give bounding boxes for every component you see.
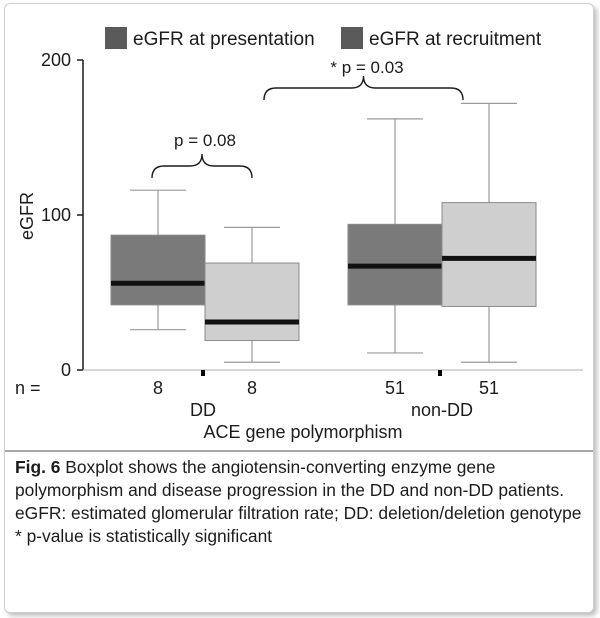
boxplot-chart: eGFR at presentation eGFR at recruitment…	[5, 27, 593, 452]
n-labels: 8 8 51 51	[153, 378, 499, 398]
box-nondd-presentation	[347, 118, 443, 354]
n-value: 8	[247, 378, 257, 398]
x-axis-label: ACE gene polymorphism	[203, 422, 402, 442]
n-value: 51	[479, 378, 499, 398]
y-tick-label: 100	[41, 205, 71, 225]
group-label-dd: DD	[190, 400, 216, 420]
annotations: p = 0.08 * p = 0.03	[151, 58, 464, 179]
caption-text: Boxplot shows the angiotensin-converting…	[15, 457, 565, 500]
y-axis: 0 100 200	[41, 50, 84, 380]
brace-dd-vs-nondd	[263, 75, 464, 101]
y-axis-label: eGFR	[17, 192, 37, 240]
caption-main: Fig. 6 Boxplot shows the angiotensin-con…	[15, 456, 590, 502]
boxes	[110, 102, 537, 363]
group-separator-dd	[201, 370, 205, 376]
brace-dd	[151, 153, 253, 179]
group-label-nondd: non-DD	[411, 400, 473, 420]
legend-swatch-presentation	[105, 27, 127, 49]
box-nondd-recruitment	[441, 102, 537, 363]
legend-label-recruitment: eGFR at recruitment	[369, 29, 542, 50]
legend: eGFR at presentation eGFR at recruitment	[105, 27, 542, 50]
figure-caption: Fig. 6 Boxplot shows the angiotensin-con…	[15, 456, 590, 548]
box-dd-recruitment	[204, 226, 300, 363]
box-iqr	[441, 202, 537, 307]
n-label: n =	[15, 378, 41, 398]
annotation-p-groups: * p = 0.03	[330, 58, 403, 77]
n-value: 8	[153, 378, 163, 398]
caption-abbreviations: eGFR: estimated glomerular filtration ra…	[15, 503, 582, 523]
y-tick-label: 200	[41, 50, 71, 70]
box-iqr	[204, 262, 300, 342]
n-value: 51	[385, 378, 405, 398]
caption-note: * p-value is statistically significant	[15, 526, 273, 546]
box-iqr	[110, 234, 206, 306]
y-tick-label: 0	[61, 360, 71, 380]
legend-label-presentation: eGFR at presentation	[133, 29, 315, 50]
annotation-p-dd: p = 0.08	[174, 131, 236, 150]
legend-swatch-recruitment	[341, 27, 363, 49]
box-dd-presentation	[110, 189, 206, 331]
group-separator-nondd	[438, 370, 442, 376]
figure-frame: eGFR at presentation eGFR at recruitment…	[4, 3, 594, 613]
caption-fig-label: Fig. 6	[15, 457, 61, 477]
